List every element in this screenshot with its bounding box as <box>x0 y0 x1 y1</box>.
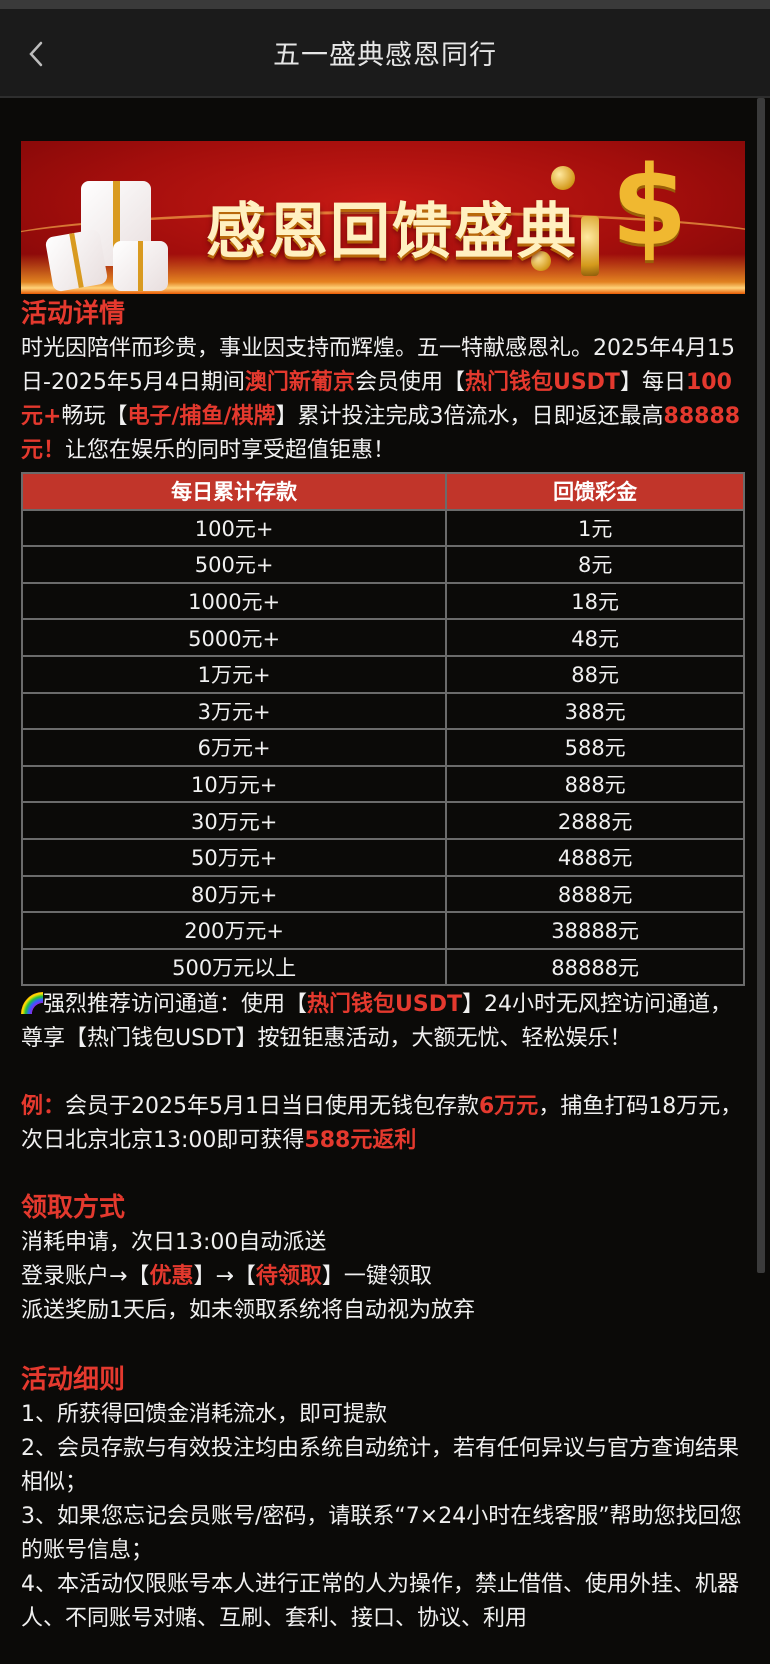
deposit-cell: 500万元以上 <box>20 947 448 987</box>
claim-line: 消耗申请，次日13:00自动派送 <box>21 1230 327 1256</box>
table-row: 30万元+ 2888元 <box>20 801 745 840</box>
bonus-cell: 48元 <box>445 618 745 657</box>
rainbow-icon <box>21 992 43 1015</box>
claim-heading: 领取方式 <box>21 1193 126 1224</box>
bonus-cell: 18元 <box>445 581 745 621</box>
dollar-icon: $ <box>611 142 688 270</box>
deposit-cell: 10万元+ <box>20 764 448 804</box>
table-row: 50万元+ 4888元 <box>20 837 745 877</box>
pending-link[interactable]: 待领取 <box>255 1264 322 1290</box>
deposit-cell: 200万元+ <box>20 911 448 950</box>
content: $ 感恩回馈盛典 活动详情 时光因陪伴而珍贵，事业因支持而辉煌。五一特献感恩礼。… <box>20 141 745 1636</box>
rules-heading: 活动细则 <box>21 1365 126 1396</box>
details-text: 时光因陪伴而珍贵，事业因支持而辉煌。五一特献感恩礼。2025年4月15日-202… <box>21 336 741 463</box>
table-row: 3万元+ 388元 <box>20 691 745 731</box>
details-heading: 活动详情 <box>21 299 126 329</box>
deposit-cell: 1万元+ <box>20 654 448 694</box>
bonus-cell: 8元 <box>445 545 745 584</box>
table-row: 200万元+ 38888元 <box>20 911 745 950</box>
column-header-bonus: 回馈彩金 <box>445 472 745 511</box>
bonus-cell: 388元 <box>445 691 745 731</box>
deposit-cell: 30万元+ <box>20 801 448 840</box>
bonus-cell: 88元 <box>445 654 745 694</box>
table-row: 80万元+ 8888元 <box>20 874 745 914</box>
rule-item: 3、如果您忘记会员账号/密码，请联系“7×24小时在线客服”帮助您找回您的账号信… <box>21 1504 742 1564</box>
page-title: 五一盛典感恩同行 <box>273 40 497 71</box>
table-row: 1000元+ 18元 <box>20 581 745 621</box>
bonus-cell: 2888元 <box>445 801 745 840</box>
deposit-cell: 5000元+ <box>20 618 448 657</box>
bonus-cell: 8888元 <box>445 874 745 914</box>
coin-icon <box>551 166 575 190</box>
scrollbar[interactable] <box>757 98 765 1273</box>
nav-bar: 五一盛典感恩同行 <box>0 9 770 98</box>
rule-item: 2、会员存款与有效投注均由系统自动统计，若有任何异议与官方查询结果相似； <box>21 1436 739 1496</box>
deposit-cell: 6万元+ <box>20 728 448 767</box>
deposit-cell: 50万元+ <box>20 837 448 877</box>
example-text: 例：会员于2025年5月1日当日使用无钱包存款6万元，捕鱼打码18万元，次日北京… <box>21 1094 743 1154</box>
column-header-deposit: 每日累计存款 <box>20 472 448 511</box>
table-row: 100元+ 1元 <box>20 508 745 548</box>
rule-item: 1、所获得回馈金消耗流水，即可提款 <box>21 1402 387 1428</box>
table-row: 5000元+ 48元 <box>20 618 745 657</box>
channel-text: 强烈推荐访问通道：使用【热门钱包USDT】24小时无风控访问通道，尊享【热门钱包… <box>21 992 732 1052</box>
claim-line: 登录账户→【优惠】→【待领取】一键领取 <box>21 1264 432 1290</box>
chevron-left-icon <box>29 41 43 67</box>
table-header-row: 每日累计存款 回馈彩金 <box>20 472 745 511</box>
table-row: 500万元以上 88888元 <box>20 947 745 987</box>
bonus-cell: 1元 <box>445 508 745 548</box>
promo-link[interactable]: 优惠 <box>149 1264 194 1290</box>
table-row: 10万元+ 888元 <box>20 764 745 804</box>
bonus-cell: 888元 <box>445 764 745 804</box>
coin-icon <box>531 251 551 271</box>
table-row: 1万元+ 88元 <box>20 654 745 694</box>
rebate-table: 每日累计存款 回馈彩金 100元+ 1元 500元+ 8元 1000元+ 18元 5000元… <box>20 472 745 987</box>
bonus-cell: 88888元 <box>445 947 745 987</box>
bonus-cell: 588元 <box>445 728 745 767</box>
back-button[interactable] <box>22 37 52 71</box>
claim-line: 派送奖励1天后，如未领取系统将自动视为放弃 <box>21 1298 475 1324</box>
bonus-cell: 38888元 <box>445 911 745 950</box>
promo-banner: $ 感恩回馈盛典 <box>21 141 745 294</box>
banner-wave <box>21 211 745 281</box>
bonus-cell: 4888元 <box>445 837 745 877</box>
table-row: 500元+ 8元 <box>20 545 745 584</box>
deposit-cell: 3万元+ <box>20 691 448 731</box>
rule-item: 4、本活动仅限账号本人进行正常的人为操作，禁止借借、使用外挂、机器人、不同账号对… <box>21 1572 739 1632</box>
deposit-cell: 500元+ <box>20 545 448 584</box>
coin-icon <box>581 216 599 276</box>
banner-text: 感恩回馈盛典 <box>206 197 578 267</box>
deposit-cell: 1000元+ <box>20 581 448 621</box>
status-strip <box>0 0 770 9</box>
deposit-cell: 100元+ <box>20 508 448 548</box>
table-row: 6万元+ 588元 <box>20 728 745 767</box>
deposit-cell: 80万元+ <box>20 874 448 914</box>
gift-icon <box>113 241 168 291</box>
gift-icon <box>44 228 109 293</box>
